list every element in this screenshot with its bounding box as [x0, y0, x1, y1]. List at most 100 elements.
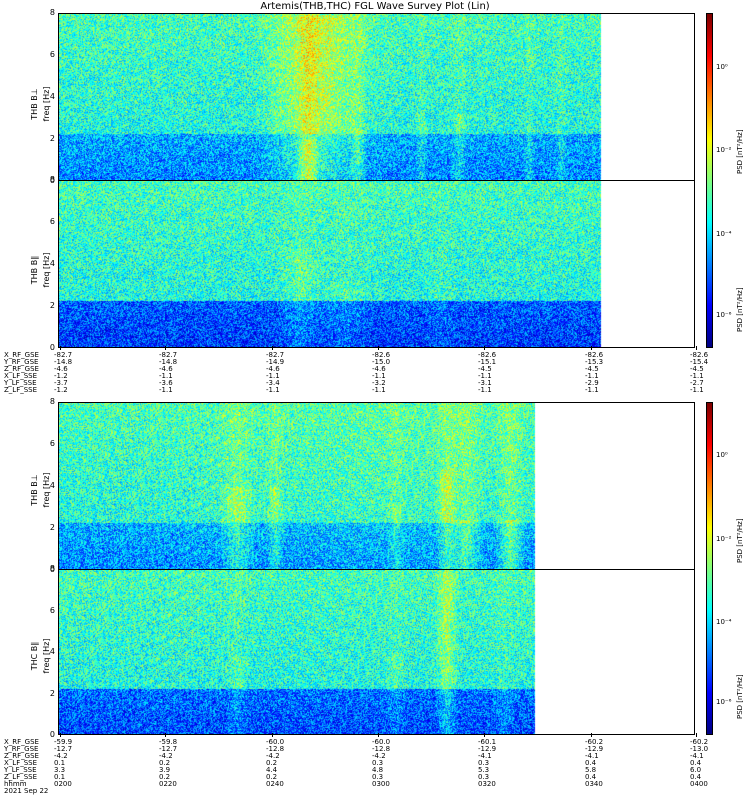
ephemeris-value: -4.1	[478, 752, 492, 760]
ephemeris-value: 0.2	[159, 773, 171, 781]
ephemeris-value: 0.4	[690, 773, 702, 781]
ephemeris-value: 0.2	[159, 759, 171, 767]
ephemeris-value: -1.1	[478, 386, 492, 394]
ephemeris-value: -82.7	[159, 351, 178, 359]
xtick-mark	[378, 733, 379, 737]
ephemeris-value: 3.9	[159, 766, 171, 774]
ephemeris-value: -13.0	[690, 745, 709, 753]
ytick-label: 4	[49, 259, 55, 268]
ephemeris-value: -4.2	[372, 752, 386, 760]
ephemeris-value: 0.1	[54, 759, 66, 767]
ephemeris-value: -4.1	[690, 752, 704, 760]
ephemeris-value: -15.4	[690, 358, 709, 366]
xtick-mark	[165, 733, 166, 737]
panel1-ylabel-line1: THB B⊥	[30, 88, 39, 120]
colorbar-tick-label: 10⁰	[716, 451, 728, 460]
ephemeris-value: 0300	[372, 780, 390, 788]
ephemeris-value: -1.2	[54, 372, 68, 380]
colorbar-label: PSD [nT²/Hz]	[736, 287, 744, 332]
panel3-ylabel: THB B⊥ freq [Hz]	[29, 445, 53, 535]
colorbar-tick-label: 10⁰	[716, 62, 728, 71]
xtick-mark	[60, 733, 61, 737]
colorbar-label: PSD [nT²/Hz]	[736, 129, 744, 175]
ephemeris-value: -1.1	[585, 386, 599, 394]
ephemeris-row-label: Z_LF_SSE	[4, 773, 38, 781]
ephemeris-value: -82.7	[54, 351, 73, 359]
ephemeris-value: -14.9	[266, 358, 285, 366]
ephemeris-value: -1.1	[159, 386, 173, 394]
ytick-label: 6	[49, 439, 55, 448]
ephemeris-value: -1.1	[159, 372, 173, 380]
ephemeris-value: 3.3	[54, 766, 66, 774]
ephemeris-value: 5.8	[585, 766, 597, 774]
ephemeris-value: -4.6	[54, 365, 68, 373]
ytick-label: 0	[49, 343, 55, 352]
xtick-mark	[165, 346, 166, 350]
ephemeris-value: -82.6	[585, 351, 604, 359]
panel4-ylabel: THC B∥ freq [Hz]	[29, 611, 53, 701]
ephemeris-value: -1.2	[54, 386, 68, 394]
panel4-ylabel-line2: freq [Hz]	[42, 638, 51, 674]
ephemeris-value: -3.1	[478, 379, 492, 387]
ephemeris-value: -4.5	[478, 365, 492, 373]
ytick-label: 0	[49, 730, 55, 739]
ephemeris-value: -3.6	[159, 379, 173, 387]
colorbar-2	[706, 402, 713, 735]
ephemeris-value: -1.1	[690, 386, 704, 394]
ytick-label: 6	[49, 50, 55, 59]
xtick-mark	[696, 733, 697, 737]
ephemeris-value: -12.8	[372, 745, 391, 753]
ephemeris-value: -82.6	[690, 351, 709, 359]
ephemeris-value: -4.6	[159, 365, 173, 373]
ephemeris-value: -59.8	[159, 738, 178, 746]
spectrogram-canvas	[59, 403, 694, 569]
ephemeris-value: -82.6	[478, 351, 497, 359]
colorbar-tick-label: 10⁻²	[716, 146, 732, 155]
ephemeris-value: -4.2	[54, 752, 68, 760]
ytick-label: 0	[49, 176, 55, 185]
ytick-label: 6	[49, 217, 55, 226]
ephemeris-value: 0.3	[372, 773, 384, 781]
ephemeris-value: 6.0	[690, 766, 702, 774]
ephemeris-value: 0.4	[690, 759, 702, 767]
xtick-mark	[378, 346, 379, 350]
xtick-mark	[484, 346, 485, 350]
ephemeris-value: -15.1	[478, 358, 497, 366]
ephemeris-value: 0220	[159, 780, 177, 788]
ephemeris-row-label: Y_RF_GSE	[4, 358, 39, 366]
spectrogram-thb-bii-1	[58, 180, 695, 348]
ytick-label: 0	[49, 565, 55, 574]
ephemeris-value: -1.1	[690, 372, 704, 380]
ephemeris-value: 0400	[690, 780, 708, 788]
colorbar-canvas	[707, 14, 712, 347]
ytick-label: 8	[49, 175, 55, 184]
ephemeris-value: -4.6	[372, 365, 386, 373]
ephemeris-value: -14.8	[159, 358, 178, 366]
ephemeris-row-label: X_LF_SSE	[4, 759, 38, 767]
ephemeris-row-label: Y_RF_GSE	[4, 745, 39, 753]
ytick-label: 4	[49, 647, 55, 656]
ephemeris-value: -4.2	[159, 752, 173, 760]
ephemeris-row-label: X_RF_GSE	[4, 351, 39, 359]
ephemeris-value: 0.3	[372, 759, 384, 767]
ephemeris-value: -4.1	[585, 752, 599, 760]
panel2-ylabel-line1: THB B∥	[30, 255, 39, 285]
ytick-label: 8	[49, 8, 55, 17]
ytick-label: 2	[49, 134, 55, 143]
ephemeris-value: -12.9	[478, 745, 497, 753]
ephemeris-value: 4.4	[266, 766, 278, 774]
ephemeris-value: 0.3	[478, 773, 490, 781]
ephemeris-value: -4.5	[585, 365, 599, 373]
xtick-mark	[696, 346, 697, 350]
ytick-label: 2	[49, 301, 55, 310]
ephemeris-value: 0.2	[266, 773, 278, 781]
panel3-ylabel-line2: freq [Hz]	[42, 472, 51, 508]
spectrogram-canvas	[59, 14, 694, 180]
spectrogram-thb-bl-2	[58, 402, 695, 570]
spectrogram-thc-bii	[58, 569, 695, 735]
colorbar-1	[706, 13, 713, 348]
ephemeris-value: -3.7	[54, 379, 68, 387]
ephemeris-value: -12.7	[54, 745, 73, 753]
ytick-label: 4	[49, 92, 55, 101]
ytick-label: 8	[49, 397, 55, 406]
